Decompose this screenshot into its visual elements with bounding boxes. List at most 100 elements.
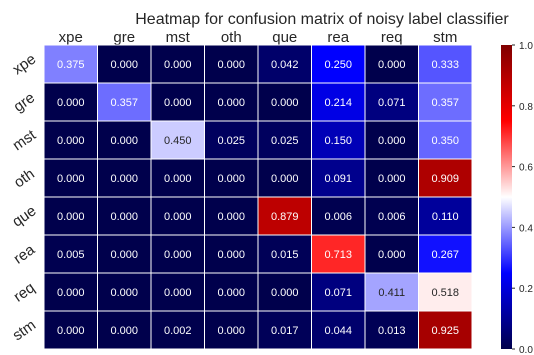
heatmap-cell	[257, 158, 312, 198]
heatmap-cell	[204, 82, 259, 122]
y-tick-label: mst	[10, 126, 40, 154]
cell-value-label: 0.000	[271, 173, 299, 185]
cell-value-label: 0.000	[378, 173, 406, 185]
cell-value-label: 0.000	[110, 135, 138, 147]
cell-value-label: 0.002	[164, 325, 192, 337]
cell-value-label: 0.000	[164, 287, 192, 299]
x-axis-labels: xpe gre mst oth que rea req stm	[59, 29, 458, 46]
heatmap-cell	[150, 120, 205, 160]
chart-title: Heatmap for confusion matrix of noisy la…	[135, 11, 509, 28]
cell-value-label: 0.375	[57, 59, 85, 71]
cell-value-label: 0.044	[324, 325, 352, 337]
heatmap-cell	[150, 310, 205, 350]
cell-value-label: 0.000	[378, 59, 406, 71]
y-tick-label: stm	[10, 317, 40, 345]
cell-value-label: 0.000	[164, 59, 192, 71]
cell-value-label: 0.110	[432, 211, 459, 223]
cell-value-label: 0.000	[271, 287, 299, 299]
cell-value-label: 0.000	[164, 249, 192, 261]
cell-value-label: 0.000	[271, 97, 299, 109]
cell-value-label: 0.000	[57, 325, 85, 337]
heatmap-cell	[311, 120, 366, 160]
cell-value-label: 0.000	[164, 173, 192, 185]
cell-value-label: 0.000	[217, 97, 245, 109]
cell-value-label: 0.000	[217, 287, 245, 299]
heatmap-cell	[97, 272, 152, 312]
cell-value-label: 0.518	[431, 287, 459, 299]
cell-value-label: 0.015	[271, 249, 299, 261]
heatmap-cell	[311, 44, 366, 84]
heatmap-cell	[150, 272, 205, 312]
cell-value-label: 0.350	[431, 135, 459, 147]
cell-value-label: 0.250	[324, 59, 352, 71]
cell-value-label: 0.025	[217, 135, 245, 147]
x-tick-label: stm	[433, 29, 457, 46]
heatmap-cell	[43, 272, 98, 312]
heatmap-cell	[97, 234, 152, 274]
y-tick-label: req	[11, 279, 39, 305]
cell-value-label: 0.000	[57, 287, 85, 299]
cell-value-label: 0.411	[378, 287, 405, 299]
heatmap-cell	[150, 234, 205, 274]
heatmap-cell	[418, 272, 473, 312]
cell-value-label: 0.006	[378, 211, 406, 223]
cell-value-label: 0.000	[57, 211, 85, 223]
heatmap-cell	[418, 120, 473, 160]
cell-value-label: 0.879	[271, 211, 299, 223]
heatmap-cell	[311, 272, 366, 312]
cell-value-label: 0.450	[164, 135, 192, 147]
cell-value-label: 0.000	[57, 97, 85, 109]
heatmap-cell	[418, 310, 473, 350]
cell-value-label: 0.006	[324, 211, 352, 223]
cell-value-label: 0.925	[431, 325, 459, 337]
colorbar-tick-label: 0.0	[519, 345, 533, 355]
heatmap-cell	[204, 120, 259, 160]
heatmap-cell	[418, 234, 473, 274]
heatmap-cell	[418, 44, 473, 84]
cell-value-label: 0.000	[57, 173, 85, 185]
heatmap-cell	[364, 158, 419, 198]
heatmap-cell	[43, 120, 98, 160]
cell-value-label: 0.000	[57, 135, 85, 147]
colorbar-tick-label: 0.2	[519, 284, 533, 295]
cell-value-label: 0.909	[431, 173, 459, 185]
cell-value-label: 0.000	[110, 249, 138, 261]
heatmap-cells: 0.375 0.000 0.000 0.000 0.042 0.250 0.000 0.333…	[43, 44, 473, 350]
heatmap-cell	[97, 82, 152, 122]
heatmap-cell	[43, 310, 98, 350]
cell-value-label: 0.000	[217, 211, 245, 223]
heatmap-cell	[311, 234, 366, 274]
heatmap-cell	[97, 44, 152, 84]
heatmap-cell	[43, 44, 98, 84]
heatmap-cell	[204, 158, 259, 198]
cell-value-label: 0.000	[110, 211, 138, 223]
cell-value-label: 0.091	[324, 173, 352, 185]
y-tick-label: oth	[11, 165, 38, 191]
y-tick-label: xpe	[10, 51, 40, 79]
cell-value-label: 0.000	[110, 59, 138, 71]
cell-value-label: 0.000	[217, 59, 245, 71]
x-tick-label: xpe	[59, 29, 83, 46]
heatmap-cell	[311, 82, 366, 122]
cell-value-label: 0.333	[431, 59, 459, 71]
cell-value-label: 0.000	[110, 173, 138, 185]
heatmap-cell	[257, 310, 312, 350]
heatmap-cell	[364, 234, 419, 274]
cell-value-label: 0.357	[431, 97, 459, 109]
cell-value-label: 0.000	[378, 135, 406, 147]
y-axis-labels: xpe gre mst oth que rea req stm	[9, 51, 40, 345]
heatmap-cell	[311, 310, 366, 350]
colorbar-ticks: 0.0 0.2 0.4 0.6 0.8 1.0	[512, 41, 533, 355]
colorbar: 0.0 0.2 0.4 0.6 0.8 1.0	[501, 41, 533, 355]
cell-value-label: 0.150	[324, 135, 352, 147]
x-tick-label: mst	[166, 29, 191, 46]
colorbar-tick-label: 0.6	[519, 163, 533, 174]
heatmap-cell	[257, 272, 312, 312]
cell-value-label: 0.000	[217, 173, 245, 185]
x-tick-label: oth	[221, 29, 242, 46]
heatmap-cell	[364, 272, 419, 312]
cell-value-label: 0.005	[57, 249, 85, 261]
heatmap-cell	[364, 196, 419, 236]
cell-value-label: 0.000	[217, 249, 245, 261]
